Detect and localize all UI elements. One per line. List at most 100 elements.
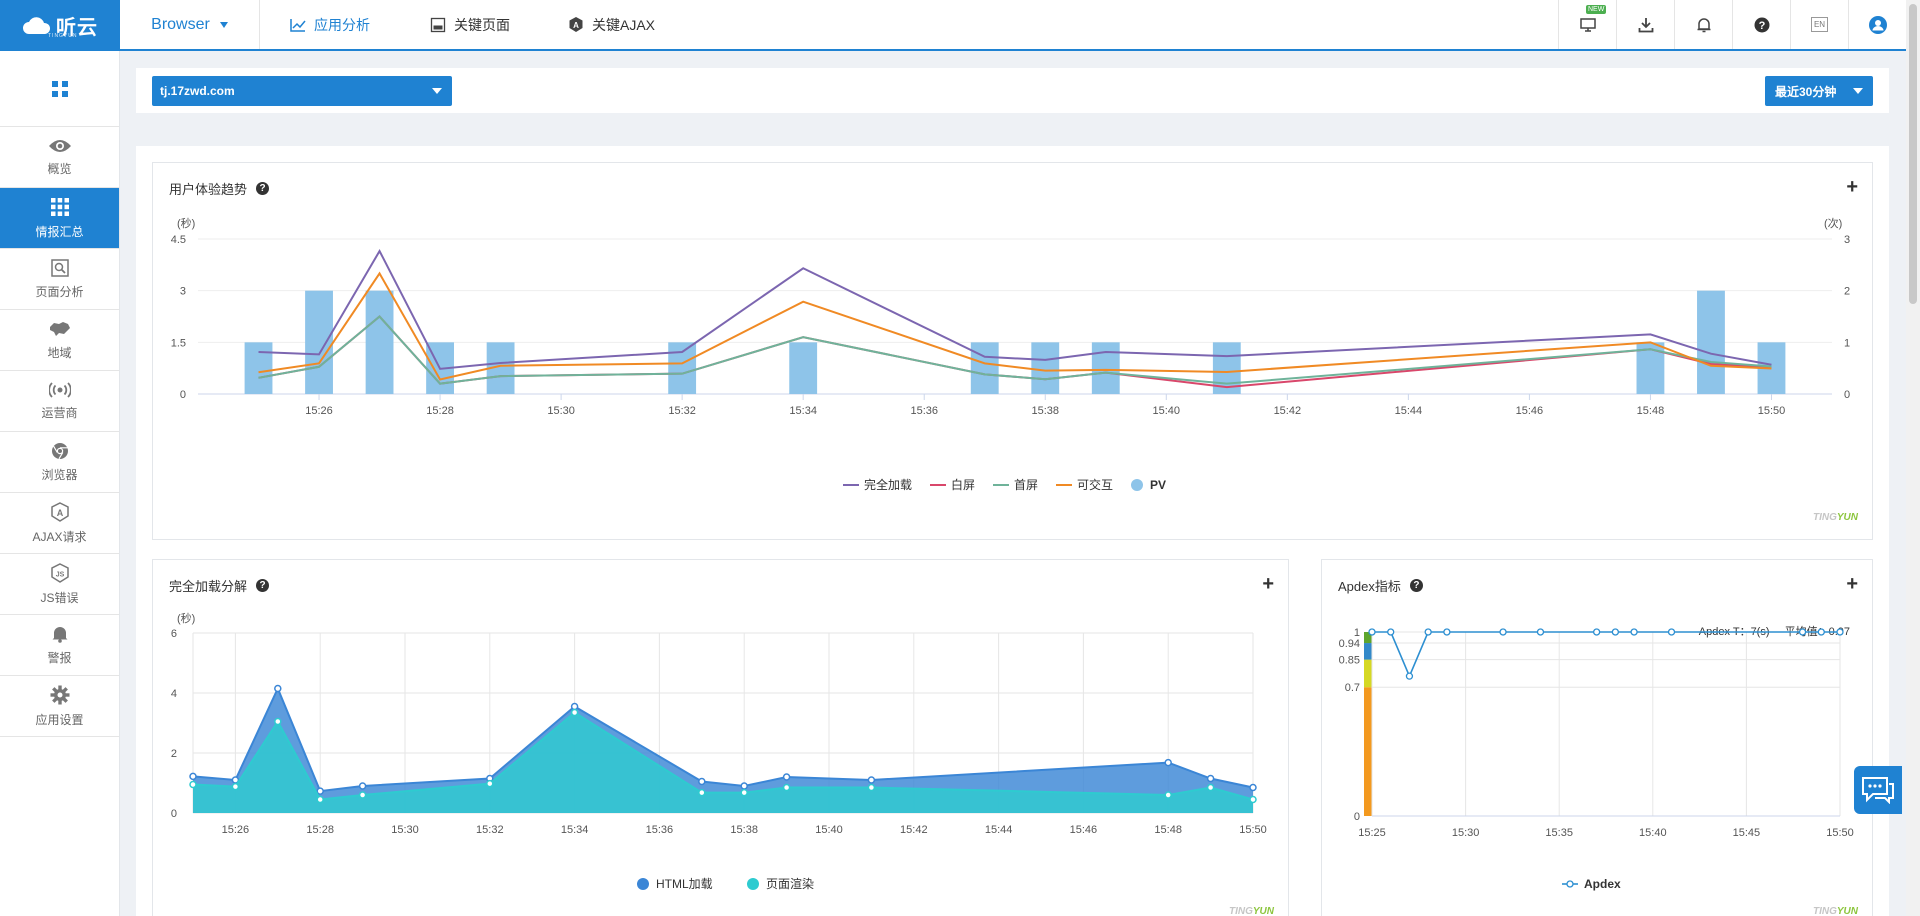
x-tick-label: 15:36: [646, 824, 674, 836]
nav-key-pages-label: 关键页面: [454, 16, 510, 33]
app-select-value: tj.17zwd.com: [160, 84, 235, 98]
x-tick-label: 15:40: [1639, 827, 1667, 839]
time-range-dropdown[interactable]: 最近30分钟: [1765, 76, 1873, 106]
sidebar-item-carrier[interactable]: 运营商: [0, 371, 119, 432]
filter-bar: tj.17zwd.com 最近30分钟: [136, 68, 1889, 113]
sidebar-item-browser[interactable]: 浏览器: [0, 432, 119, 493]
sidebar-item-ajax[interactable]: A AJAX请求: [0, 493, 119, 554]
alarm-button[interactable]: [1674, 0, 1732, 49]
apdex-band: [1364, 643, 1372, 660]
sidebar-item-label: 情报汇总: [35, 224, 84, 239]
svg-text:JS: JS: [55, 571, 64, 578]
x-tick-label: 15:32: [668, 405, 696, 417]
logo-subtext: TINGYUN: [48, 33, 78, 39]
logo[interactable]: 听云 TINGYUN: [0, 0, 120, 51]
app-select-dropdown[interactable]: tj.17zwd.com: [152, 76, 452, 106]
top-bar: 听云 TINGYUN Browser 应用分析 关键页面 A 关键AJAX NE…: [0, 0, 1920, 51]
data-point: [740, 788, 748, 797]
series-area: [193, 688, 1253, 813]
time-range-value: 最近30分钟: [1775, 84, 1837, 99]
data-point: [1164, 758, 1172, 767]
sidebar-item-settings[interactable]: 应用设置: [0, 676, 119, 737]
y-axis-label: (秒): [177, 611, 195, 625]
nav-key-ajax-label: 关键AJAX: [592, 16, 656, 33]
data-point: [1499, 628, 1507, 636]
apdex-chart: 0 0.7 0.85 0.941 15:25 15:30 15:35 15:40 15:45 15…: [1339, 627, 1854, 891]
y-tick-label: 0: [1354, 811, 1360, 823]
y-tick-label: 6: [171, 628, 177, 640]
chat-support-button[interactable]: [1854, 766, 1902, 814]
data-point: [867, 776, 876, 784]
brand-yun: YUN: [1836, 906, 1858, 916]
sidebar-item-js-error[interactable]: JS JS错误: [0, 554, 119, 615]
panel-title: 完全加载分解 ?: [169, 576, 270, 595]
ajax-icon: A: [50, 501, 69, 522]
download-button[interactable]: [1616, 0, 1674, 49]
pv-bar: [970, 342, 999, 394]
page-scrollbar[interactable]: [1906, 0, 1920, 916]
help-icon[interactable]: ?: [1409, 579, 1423, 592]
data-point: [570, 702, 579, 711]
user-avatar-button[interactable]: [1848, 0, 1906, 49]
add-button[interactable]: +: [1262, 573, 1274, 595]
sidebar-toggle[interactable]: [0, 51, 119, 127]
chat-icon: [1862, 777, 1894, 804]
data-point: [1249, 795, 1257, 804]
data-point: [1206, 774, 1215, 783]
svg-text:A: A: [56, 508, 63, 518]
sidebar-item-page-analysis[interactable]: 页面分析: [0, 249, 119, 310]
data-point: [740, 782, 748, 790]
y-tick-label: 0.94: [1339, 638, 1360, 650]
add-button[interactable]: +: [1846, 573, 1858, 595]
product-switcher[interactable]: Browser: [120, 0, 260, 49]
sidebar-item-label: 应用设置: [35, 712, 84, 727]
pv-bar: [789, 342, 818, 394]
x-tick-label: 15:26: [305, 405, 333, 417]
legend-label: 首屏: [1014, 478, 1038, 492]
x-tick-label: 15:46: [1070, 824, 1098, 836]
brand-yun: YUN: [1252, 906, 1274, 916]
x-tick-label: 15:50: [1758, 405, 1786, 417]
pv-bar: [1031, 342, 1060, 394]
help-icon[interactable]: ?: [256, 182, 270, 195]
sidebar-item-alerts[interactable]: 警报: [0, 615, 119, 676]
x-tick-label: 15:48: [1154, 824, 1182, 836]
y2-axis-label: (次): [1824, 216, 1842, 230]
tingyun-watermark: TINGYUN: [1813, 906, 1858, 916]
scrollbar-thumb[interactable]: [1909, 4, 1917, 304]
sidebar-item-label: 警报: [47, 650, 72, 665]
x-tick-label: 15:26: [222, 824, 250, 836]
data-point: [782, 773, 791, 781]
legend-label: 完全加载: [864, 477, 912, 492]
sidebar-item-overview[interactable]: 概览: [0, 127, 119, 188]
panel-title: Apdex指标 ?: [1338, 576, 1423, 595]
pv-bar: [244, 342, 273, 394]
tingyun-watermark: TINGYUN: [1229, 906, 1274, 916]
x-tick-label: 15:40: [1153, 405, 1181, 417]
series-line: [258, 271, 1772, 381]
data-point: [1424, 628, 1432, 636]
map-icon: [49, 321, 70, 336]
bell-icon: [52, 626, 67, 643]
nav-key-ajax[interactable]: A 关键AJAX: [568, 0, 655, 49]
x-tick-label: 15:32: [476, 824, 504, 836]
x-tick-label: 15:38: [1031, 405, 1059, 417]
data-point: [1667, 628, 1676, 636]
x-tick-label: 15:45: [1733, 827, 1761, 839]
add-button[interactable]: +: [1846, 176, 1858, 198]
sidebar-item-summary[interactable]: 情报汇总: [0, 188, 119, 249]
nav-app-analysis[interactable]: 应用分析: [290, 0, 370, 49]
data-point: [316, 787, 324, 795]
nav-key-pages[interactable]: 关键页面: [430, 0, 510, 49]
sidebar-item-region[interactable]: 地域: [0, 310, 119, 371]
x-tick-label: 15:50: [1239, 824, 1267, 836]
apdex-band: [1364, 632, 1372, 644]
help-button[interactable]: ?: [1732, 0, 1790, 49]
help-icon[interactable]: ?: [256, 579, 270, 592]
data-point: [358, 782, 367, 790]
data-point: [867, 783, 876, 792]
language-button[interactable]: EN: [1790, 0, 1848, 49]
data-point: [1387, 628, 1395, 636]
top-icon-bar: NEW ? EN: [1558, 0, 1920, 49]
monitor-button[interactable]: NEW: [1558, 0, 1616, 49]
